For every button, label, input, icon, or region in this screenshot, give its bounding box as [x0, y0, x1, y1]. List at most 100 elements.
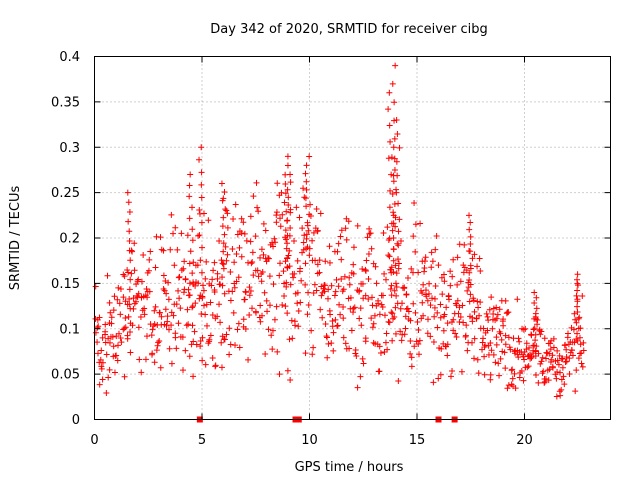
data-point: [216, 238, 223, 245]
data-point: [298, 277, 305, 284]
data-point: [390, 246, 397, 253]
data-point: [190, 281, 197, 288]
data-point: [424, 316, 431, 323]
data-point: [121, 273, 128, 280]
data-point: [220, 214, 227, 221]
data-point: [227, 297, 234, 304]
data-point: [136, 356, 143, 363]
data-point: [195, 232, 202, 239]
data-point: [325, 286, 332, 293]
data-point: [337, 311, 344, 318]
data-point: [176, 273, 183, 280]
data-point: [574, 303, 581, 310]
data-point: [176, 295, 183, 302]
data-point: [284, 367, 291, 374]
data-point: [403, 291, 410, 298]
data-point: [199, 294, 206, 301]
data-point: [173, 345, 180, 352]
x-tick-label: 5: [198, 433, 206, 448]
data-point: [126, 286, 133, 293]
data-point: [574, 287, 581, 294]
data-point: [332, 316, 339, 323]
data-point: [372, 263, 379, 270]
data-point: [415, 269, 422, 276]
data-point: [205, 217, 212, 224]
data-point: [464, 347, 471, 354]
data-point: [348, 327, 355, 334]
data-point: [428, 249, 435, 256]
data-point: [504, 385, 511, 392]
data-point: [415, 326, 422, 333]
data-point: [467, 219, 474, 226]
data-point: [94, 324, 101, 331]
data-point: [324, 295, 331, 302]
data-point: [556, 352, 563, 359]
data-point: [416, 351, 423, 358]
data-point: [316, 269, 323, 276]
data-point: [450, 316, 457, 323]
data-point: [537, 331, 544, 338]
data-point: [219, 282, 226, 289]
data-point: [350, 244, 357, 251]
data-point: [322, 321, 329, 328]
data-point: [390, 178, 397, 185]
data-point: [294, 289, 301, 296]
data-point: [277, 215, 284, 222]
data-point: [131, 267, 138, 274]
data-point: [317, 306, 324, 313]
data-point: [454, 297, 461, 304]
data-point: [397, 328, 404, 335]
data-point: [441, 278, 448, 285]
data-point: [333, 276, 340, 283]
data-point: [189, 270, 196, 277]
data-point: [247, 238, 254, 245]
data-point: [309, 351, 316, 358]
data-point: [229, 246, 236, 253]
data-point: [263, 297, 270, 304]
data-point: [385, 106, 392, 113]
data-point: [163, 322, 170, 329]
data-point: [548, 356, 555, 363]
data-point: [546, 350, 553, 357]
data-point: [577, 341, 584, 348]
data-point: [389, 337, 396, 344]
data-point: [532, 310, 539, 317]
data-point: [243, 237, 250, 244]
data-point: [316, 257, 323, 264]
data-point: [580, 347, 587, 354]
data-point: [396, 216, 403, 223]
data-point: [345, 218, 352, 225]
data-point: [467, 233, 474, 240]
data-point: [480, 325, 487, 332]
data-point: [149, 350, 156, 357]
data-point: [346, 345, 353, 352]
data-point: [280, 268, 287, 275]
data-point: [391, 135, 398, 142]
data-point: [373, 280, 380, 287]
data-point: [512, 385, 519, 392]
data-point: [466, 298, 473, 305]
data-point: [454, 254, 461, 261]
data-point: [187, 171, 194, 178]
data-point: [417, 220, 424, 227]
data-point: [128, 270, 135, 277]
y-tick-label: 0.15: [51, 277, 80, 292]
data-point: [430, 338, 437, 345]
data-point: [346, 281, 353, 288]
data-point: [196, 156, 203, 163]
data-point: [242, 289, 249, 296]
data-point: [390, 257, 397, 264]
data-point: [115, 284, 122, 291]
data-point: [189, 204, 196, 211]
data-point: [398, 337, 405, 344]
data-point: [448, 373, 455, 380]
data-point: [233, 278, 240, 285]
data-point: [358, 322, 365, 329]
data-point: [218, 180, 225, 187]
data-point: [412, 248, 419, 255]
data-point: [249, 249, 256, 256]
data-point: [542, 375, 549, 382]
data-point: [264, 255, 271, 262]
data-point: [106, 366, 113, 373]
x-tick-label: 20: [516, 433, 533, 448]
